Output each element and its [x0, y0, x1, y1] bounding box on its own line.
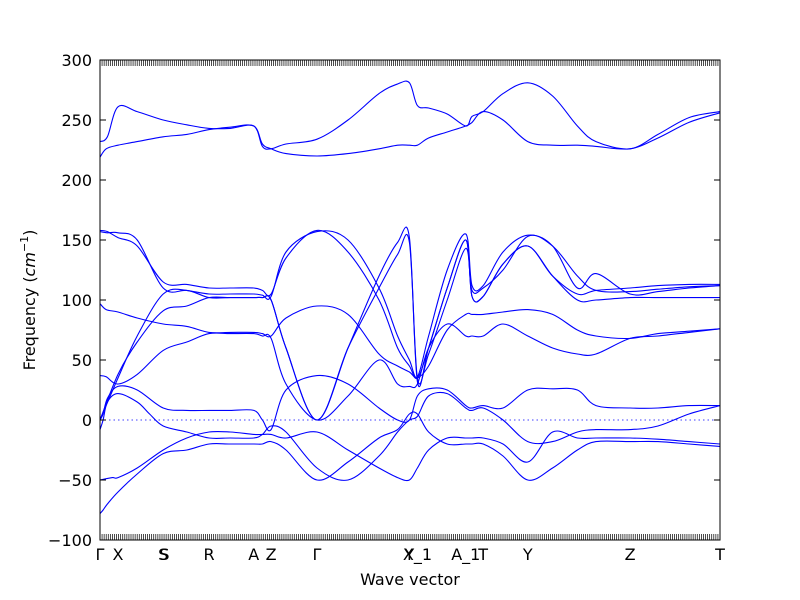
kpoint-label: A: [248, 545, 259, 564]
band-line-8: [99, 233, 721, 421]
kpoint-label: A_1: [451, 545, 480, 565]
band-line-3: [99, 391, 721, 481]
band-line-1: [99, 411, 721, 514]
y-tick-label: 100: [61, 291, 92, 310]
kpoint-label: X: [112, 545, 123, 564]
band-lines: [99, 80, 721, 514]
y-axis-title: Frequency (cm−1): [18, 230, 39, 371]
x-axis-title: Wave vector: [360, 570, 460, 589]
kpoint-minor-ticks: [99, 60, 721, 540]
kpoint-label: Z: [625, 545, 636, 564]
y-axis-ticks: 300 250 200 150 100 50 0 −50 −100: [48, 51, 720, 550]
y-tick-label: 200: [61, 171, 92, 190]
band-line-11: [99, 111, 721, 158]
kpoint-label: T: [477, 545, 488, 564]
kpoint-label: X_1: [403, 545, 432, 565]
band-line-5: [99, 323, 721, 421]
band-line-7: [99, 226, 720, 421]
x-axis-ticks: Γ X SS R A Z Γ YX_1 A_1T Y Z T: [96, 545, 726, 565]
kpoint-label: Y: [403, 545, 414, 564]
y-tick-label: 150: [61, 231, 92, 250]
y-tick-label: −50: [58, 471, 92, 490]
y-tick-label: 300: [61, 51, 92, 70]
kpoint-label: Γ: [96, 545, 105, 564]
band-line-10: [99, 230, 721, 379]
kpoint-label: S: [158, 545, 168, 564]
kpoint-label: Y: [522, 545, 533, 564]
band-line-4: [99, 374, 721, 432]
y-tick-label: 0: [82, 411, 92, 430]
kpoint-label: T: [714, 545, 725, 564]
kpoint-label: S: [159, 545, 169, 564]
plot-frame: [99, 59, 721, 541]
band-line-6: [99, 303, 721, 379]
kpoint-label: Z: [266, 545, 277, 564]
y-tick-label: −100: [48, 531, 92, 550]
kpoint-label: R: [204, 545, 215, 564]
band-line-2: [99, 430, 721, 482]
y-tick-label: 50: [72, 351, 92, 370]
kpoint-label: Γ: [313, 545, 322, 564]
band-line-9: [99, 229, 721, 380]
y-tick-label: 250: [61, 111, 92, 130]
band-line-12: [99, 80, 721, 150]
